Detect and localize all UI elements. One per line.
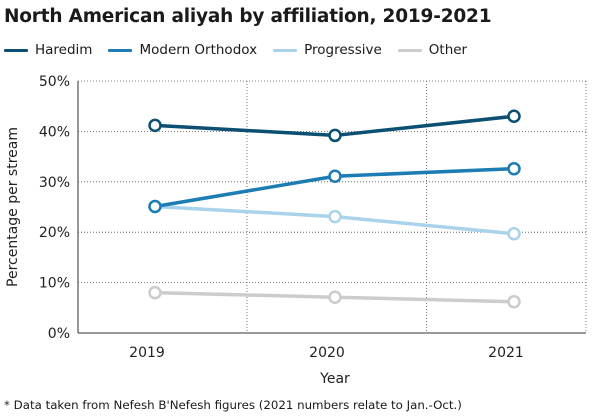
legend-item-haredim: Haredim [4,42,92,58]
data-point [507,161,521,176]
legend-item-progressive: Progressive [273,42,382,58]
data-point [328,128,342,143]
x-tick-label: 2021 [488,345,524,361]
data-point [328,209,342,224]
data-point [148,199,162,214]
data-point [507,109,521,124]
legend-item-other: Other [397,42,468,58]
data-point [328,169,342,184]
legend-label-other: Other [428,42,468,58]
legend-label-progressive: Progressive [304,42,382,58]
y-tick-label: 50% [39,74,70,90]
y-tick-label: 40% [39,124,70,140]
y-tick-label: 30% [39,175,70,191]
chart-title: North American aliyah by affiliation, 20… [4,6,492,27]
legend-swatch-modern-orthodox [108,48,133,52]
legend: Haredim Modern Orthodox Progressive Othe… [4,42,483,58]
data-point [328,290,342,304]
data-point [148,285,162,300]
y-tick-label: 10% [39,276,70,292]
data-point [507,295,521,309]
y-tick-label: 0% [48,326,70,342]
y-axis-title: Percentage per stream [5,127,21,287]
x-tick-label: 2020 [309,345,345,361]
legend-swatch-progressive [273,48,298,52]
legend-swatch-other [397,48,422,52]
data-point [148,118,162,133]
y-tick-label: 20% [39,225,70,241]
footnote: * Data taken from Nefesh B'Nefesh figure… [4,398,462,412]
x-axis-title: Year [319,371,350,387]
legend-label-haredim: Haredim [35,42,93,58]
legend-label-modern-orthodox: Modern Orthodox [139,42,258,58]
legend-swatch-haredim [4,48,28,52]
legend-item-modern-orthodox: Modern Orthodox [108,42,257,58]
x-tick-label: 2019 [129,345,165,361]
data-point [507,226,521,241]
